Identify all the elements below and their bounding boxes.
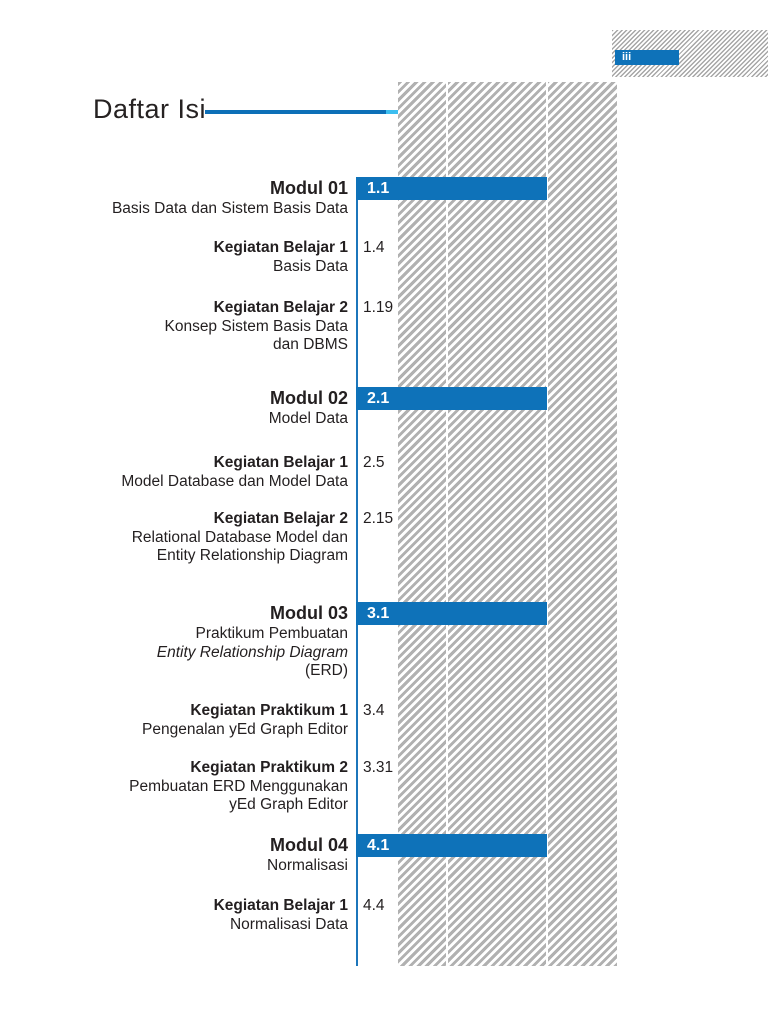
module-page-bar: 1.1 (356, 177, 547, 200)
page-ref: 1.4 (363, 239, 385, 256)
toc-section-title: Modul 01 (269, 178, 348, 198)
toc-section-line: Entity Relationship Diagram (156, 547, 348, 564)
title-rule (205, 110, 386, 114)
title-rule-tip (386, 110, 398, 114)
toc-section-kegiatan-belajar-1: Kegiatan Belajar 1 Model Database dan Mo… (0, 454, 348, 491)
toc-section-line: Entity Relationship Diagram (156, 643, 348, 661)
toc-section-line: Normalisasi (267, 857, 348, 874)
toc-section-line: Konsep Sistem Basis Data (164, 317, 348, 335)
toc-section-line: (ERD) (304, 662, 348, 679)
vertical-rule (356, 177, 358, 966)
toc-section-line: yEd Graph Editor (229, 796, 348, 813)
hatch-column-separator (446, 82, 448, 966)
page-ref: 3.4 (363, 702, 385, 719)
toc-section-title: Kegiatan Belajar 2 (213, 510, 348, 527)
toc-section-kegiatan-praktikum-2: Kegiatan Praktikum 2 Pembuatan ERD Mengg… (0, 759, 348, 815)
toc-section-modul-03: Modul 03 Praktikum Pembuatan Entity Rela… (0, 602, 348, 681)
page-ref: 2.15 (363, 510, 394, 527)
toc-section-modul-01: Modul 01 Basis Data dan Sistem Basis Dat… (0, 177, 348, 219)
toc-section-line: Basis Data dan Sistem Basis Data (111, 200, 348, 217)
module-page-bar: 3.1 (356, 602, 547, 625)
page-ref: 1.19 (363, 299, 394, 316)
toc-section-title: Kegiatan Belajar 1 (213, 239, 348, 256)
toc-section-kegiatan-belajar-2: Kegiatan Belajar 2 Relational Database M… (0, 510, 348, 566)
toc-section-title: Modul 03 (269, 603, 348, 623)
toc-section-line: Basis Data (273, 257, 348, 275)
toc-section-line: Pembuatan ERD Menggunakan (129, 777, 348, 795)
toc-section-title: Kegiatan Belajar 1 (213, 454, 348, 471)
hatch-column (398, 82, 617, 966)
page-ref: 2.5 (363, 454, 385, 471)
toc-section-modul-02: Modul 02 Model Data (0, 387, 348, 429)
toc-section-line: Relational Database Model dan (131, 528, 348, 546)
toc-section-title: Kegiatan Praktikum 2 (190, 759, 348, 776)
toc-section-title: Modul 04 (269, 835, 348, 855)
page-ref: 4.4 (363, 897, 385, 914)
toc-section-title: Modul 02 (269, 388, 348, 408)
toc-section-title: Kegiatan Belajar 1 (213, 897, 348, 914)
toc-section-title: Kegiatan Belajar 2 (213, 299, 348, 316)
toc-section-kegiatan-praktikum-1: Kegiatan Praktikum 1 Pengenalan yEd Grap… (0, 702, 348, 739)
module-page-bar: 4.1 (356, 834, 547, 857)
hatch-column-separator (546, 82, 548, 966)
toc-section-line: Model Database dan Model Data (121, 472, 348, 490)
toc-section-kegiatan-belajar-1: Kegiatan Belajar 1 Normalisasi Data (0, 897, 348, 934)
toc-section-line: dan DBMS (273, 336, 348, 353)
page-ref: 3.31 (363, 759, 394, 776)
toc-section-kegiatan-belajar-1: Kegiatan Belajar 1 Basis Data (0, 239, 348, 276)
toc-section-modul-04: Modul 04 Normalisasi (0, 834, 348, 876)
toc-section-line: Pengenalan yEd Graph Editor (142, 720, 348, 738)
module-page-bar: 2.1 (356, 387, 547, 410)
toc-section-line: Praktikum Pembuatan (195, 625, 349, 642)
toc-section-line: Model Data (268, 410, 348, 427)
page-title: Daftar Isi (93, 94, 207, 124)
toc-section-kegiatan-belajar-2: Kegiatan Belajar 2 Konsep Sistem Basis D… (0, 299, 348, 355)
toc-section-line: Normalisasi Data (229, 915, 348, 933)
corner-hatch-box: iii (612, 30, 768, 77)
toc-section-title: Kegiatan Praktikum 1 (190, 702, 348, 719)
page-number-badge: iii (615, 50, 679, 65)
